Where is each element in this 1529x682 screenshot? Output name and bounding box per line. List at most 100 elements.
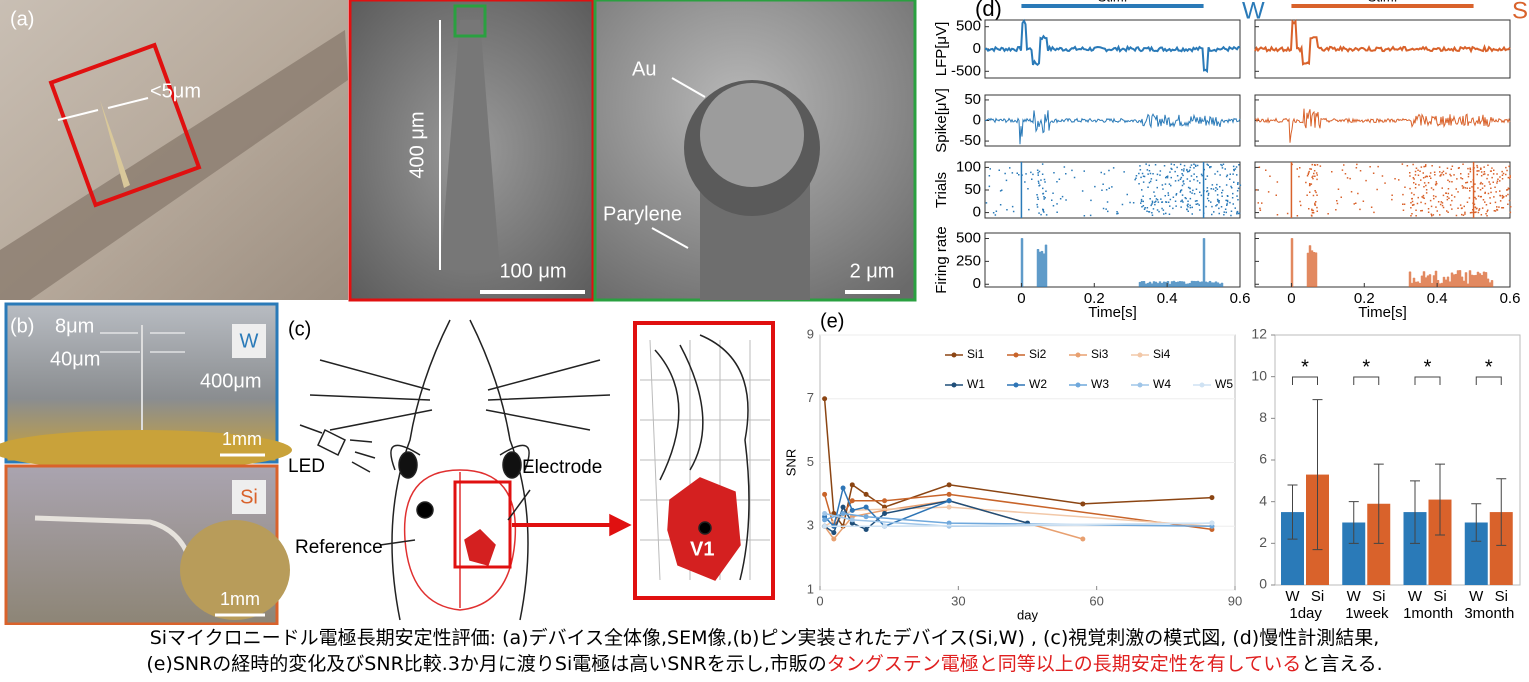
category-label: 1day bbox=[1289, 605, 1322, 622]
y-axis-label: SNR bbox=[783, 449, 798, 476]
annotation: Electrode bbox=[522, 457, 602, 478]
annotation: V1 bbox=[690, 538, 714, 560]
annotation: * bbox=[1485, 356, 1493, 378]
legend-marker bbox=[1138, 353, 1143, 358]
category-label: 1month bbox=[1403, 605, 1453, 622]
legend-label: Si4 bbox=[1153, 347, 1171, 361]
x-tick-label: 0.6 bbox=[1230, 290, 1251, 307]
badge: W bbox=[240, 330, 259, 352]
point bbox=[841, 486, 846, 491]
y-tick-label: 0 bbox=[973, 275, 981, 292]
point bbox=[864, 527, 869, 532]
scale-label: 100 μm bbox=[499, 260, 566, 282]
y-tick-label: 6 bbox=[1259, 451, 1267, 467]
y-tick-label: 9 bbox=[807, 326, 814, 341]
annotation: Reference bbox=[295, 537, 383, 558]
scale-label: 1mm bbox=[222, 429, 262, 449]
photo-device: (a) <5μm bbox=[0, 0, 348, 300]
y-tick-label: 5 bbox=[807, 454, 814, 469]
category-label: 1week bbox=[1345, 605, 1389, 622]
trace bbox=[1256, 162, 1512, 218]
point bbox=[1080, 537, 1085, 542]
photo-w: (b) 8μm 40μm 400μm W 1mm bbox=[0, 304, 292, 470]
legend-label: Si2 bbox=[1029, 347, 1047, 361]
panel-label: (e) bbox=[820, 310, 844, 332]
y-axis-label: Firing rate bbox=[933, 226, 950, 294]
x-tick-label: W bbox=[1285, 588, 1300, 605]
y-tick-label: 50 bbox=[964, 91, 981, 108]
x-tick-label: W bbox=[1347, 588, 1362, 605]
y-tick-label: 10 bbox=[1251, 367, 1267, 383]
y-tick-label: 7 bbox=[807, 390, 814, 405]
y-tick-label: 0 bbox=[973, 111, 981, 128]
point bbox=[822, 396, 827, 401]
y-tick-label: 0 bbox=[973, 40, 981, 57]
y-tick-label: 0 bbox=[973, 204, 981, 221]
annotation: * bbox=[1301, 356, 1309, 378]
point bbox=[947, 482, 952, 487]
y-axis-label: Trials bbox=[933, 172, 950, 208]
point bbox=[1209, 495, 1214, 500]
annotation: * bbox=[1362, 356, 1370, 378]
legend-marker bbox=[1138, 383, 1143, 388]
point bbox=[850, 508, 855, 513]
x-tick-label: Si bbox=[1495, 588, 1508, 605]
annotation: 8μm bbox=[55, 315, 94, 337]
legend-label: W4 bbox=[1153, 377, 1171, 391]
x-tick-label: 60 bbox=[1089, 593, 1103, 608]
panel-label: (c) bbox=[288, 318, 311, 340]
point bbox=[882, 524, 887, 529]
electrode-label: Si bbox=[1512, 0, 1529, 24]
x-tick-label: Si bbox=[1311, 588, 1324, 605]
x-tick-label: 0.4 bbox=[1157, 290, 1178, 307]
point bbox=[831, 530, 836, 535]
trace bbox=[1021, 238, 1223, 287]
trace bbox=[1255, 22, 1510, 65]
plot-frame bbox=[985, 162, 1240, 218]
annotation: <5μm bbox=[150, 80, 201, 102]
badge: Si bbox=[240, 486, 258, 508]
y-tick-label: 2 bbox=[1259, 534, 1267, 550]
legend-label: Si3 bbox=[1091, 347, 1109, 361]
legend-marker bbox=[1076, 383, 1081, 388]
point bbox=[831, 537, 836, 542]
photo-si: Si 1mm bbox=[6, 466, 290, 624]
y-tick-label: 250 bbox=[956, 252, 981, 269]
legend-marker bbox=[952, 383, 957, 388]
annotation: Parylene bbox=[603, 203, 682, 225]
point bbox=[1209, 521, 1214, 526]
y-axis-label: LFP[μV] bbox=[933, 22, 950, 77]
point bbox=[850, 498, 855, 503]
y-axis-label: Spike[μV] bbox=[933, 88, 950, 153]
point bbox=[822, 524, 827, 529]
x-tick-label: 30 bbox=[951, 593, 965, 608]
annotation: 400μm bbox=[200, 370, 262, 392]
x-tick-label: Si bbox=[1372, 588, 1385, 605]
point bbox=[841, 505, 846, 510]
x-axis-label: Time[s] bbox=[1358, 304, 1407, 321]
annotation: LED bbox=[288, 456, 325, 477]
legend-marker bbox=[952, 353, 957, 358]
figure: (a) <5μm 400 μm 100 μm Au Parylene 2 μm … bbox=[0, 0, 1529, 682]
x-tick-label: 0 bbox=[816, 593, 823, 608]
sem-image: 400 μm 100 μm bbox=[350, 0, 593, 300]
panel-label: (b) bbox=[10, 315, 34, 337]
legend-label: W5 bbox=[1215, 377, 1233, 391]
legend-marker bbox=[1076, 353, 1081, 358]
point bbox=[864, 514, 869, 519]
x-tick-label: 0 bbox=[1017, 290, 1025, 307]
caption-text: と言える. bbox=[1301, 653, 1382, 675]
x-tick-label: Si bbox=[1433, 588, 1446, 605]
trace bbox=[1291, 238, 1493, 287]
figure-panels: (a) <5μm 400 μm 100 μm Au Parylene 2 μm … bbox=[0, 0, 1529, 625]
y-tick-label: 3 bbox=[807, 518, 814, 533]
x-tick-label: W bbox=[1469, 588, 1484, 605]
caption-line: Siマイクロニードル電極長期安定性評価: (a)デバイス全体像,SEM像,(b)… bbox=[0, 625, 1529, 651]
x-axis-label: Time[s] bbox=[1088, 304, 1137, 321]
legend-marker bbox=[1014, 353, 1019, 358]
annotation: * bbox=[1424, 356, 1432, 378]
x-tick-label: 90 bbox=[1228, 593, 1242, 608]
y-tick-label: 500 bbox=[956, 229, 981, 246]
point bbox=[822, 511, 827, 516]
sem-image: Au Parylene 2 μm bbox=[595, 0, 915, 300]
